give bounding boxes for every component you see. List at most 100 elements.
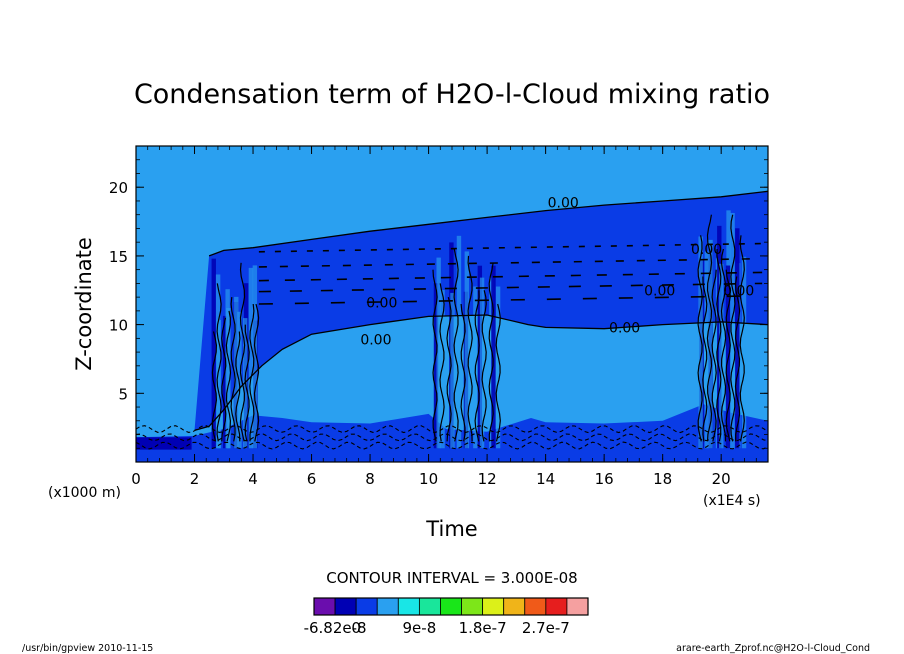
contour-label-2: 0.00 — [644, 283, 675, 299]
column-0-contour-5 — [235, 331, 241, 442]
surface-contour-0 — [136, 425, 768, 434]
column-2-contour-2 — [706, 214, 713, 442]
y-tick-label-3: 20 — [109, 179, 128, 197]
column-2-contour-4 — [716, 248, 722, 442]
x-tick-label-4: 8 — [365, 470, 375, 488]
column-0-contour-9 — [253, 303, 260, 442]
column-0-strip-7 — [234, 296, 239, 449]
column-0-contour-6 — [239, 262, 246, 442]
y-unit-label: (x1000 m) — [48, 485, 121, 501]
column-2-contour-3 — [711, 269, 717, 442]
colorbar-swatch-0 — [313, 597, 336, 616]
column-1-contour-9 — [495, 303, 501, 442]
contour-label-3: 0.00 — [723, 283, 754, 299]
x-tick-label-2: 4 — [248, 470, 258, 488]
column-1-contour-5 — [467, 255, 473, 442]
footer-right: arare-earth_Zprof.nc@H2O-l-Cloud_Cond — [676, 643, 870, 654]
column-1-contour-0 — [432, 269, 438, 442]
contour-label-1: 0.00 — [691, 242, 722, 258]
column-0-strip-0 — [211, 258, 216, 449]
column-1-strip-12 — [491, 265, 496, 449]
contour-label-6: 0.00 — [360, 333, 391, 349]
column-1-strip-9 — [477, 265, 483, 449]
column-0-contour-0 — [211, 331, 218, 442]
column-2-strip-1 — [698, 236, 703, 449]
column-1-contour-6 — [474, 290, 480, 442]
contour-dash-row-0 — [258, 242, 763, 253]
column-0-contour-8 — [249, 303, 255, 442]
column-2-strip-2 — [704, 251, 710, 449]
x-tick-label-9: 18 — [653, 470, 672, 488]
column-1-contour-8 — [488, 262, 494, 442]
column-0-contour-1 — [216, 283, 222, 442]
colorbar-swatch-12 — [566, 597, 589, 616]
contour-dash-row-4 — [258, 294, 763, 305]
column-1-strip-1 — [436, 257, 441, 449]
colorbar-swatch-3 — [376, 597, 399, 616]
column-0-strip-2 — [215, 274, 221, 449]
column-2-strip-7 — [719, 263, 724, 449]
x-tick-label-8: 16 — [595, 470, 614, 488]
column-2-contour-7 — [730, 214, 736, 442]
column-2-contour-9 — [739, 235, 745, 442]
surface-contour-1 — [136, 433, 768, 442]
column-1-contour-3 — [453, 248, 459, 442]
colorbar-swatch-6 — [440, 597, 462, 616]
colorbar-swatch-10 — [524, 597, 547, 616]
column-0-contour-4 — [230, 297, 236, 442]
column-2-contour-5 — [720, 248, 727, 442]
column-1-strip-4 — [450, 292, 455, 449]
column-1-strip-5 — [456, 235, 462, 449]
x-tick-label-0: 0 — [131, 470, 141, 488]
column-2-strip-13 — [741, 256, 747, 449]
column-2-strip-4 — [708, 239, 713, 449]
surface-strong-core — [136, 437, 192, 450]
x-tick-label-1: 2 — [190, 470, 200, 488]
x-axis-label: Time — [425, 517, 477, 541]
column-0-strip-5 — [226, 308, 231, 449]
contour-labels: 0.00 0.00 0.00 0.00 0.00 0.00 0.00 — [360, 195, 754, 348]
column-0-contour-2 — [221, 317, 227, 442]
column-1-strip-7 — [464, 251, 470, 449]
colorbar-swatch-1 — [334, 597, 357, 616]
column-0-strip-11 — [248, 267, 254, 449]
column-2-contour-0 — [697, 235, 703, 442]
colorbar-swatch-5 — [418, 597, 441, 616]
column-2-strip-10 — [730, 212, 735, 449]
chart-title: Condensation term of H2O-l-Cloud mixing … — [134, 79, 770, 110]
column-0-contour-7 — [244, 324, 250, 442]
colorbar-swatch-8 — [482, 597, 505, 616]
colorbar-swatch-9 — [503, 597, 526, 616]
colorbar-swatch-4 — [397, 597, 420, 616]
colorbar-label-2: 9e-8 — [403, 619, 437, 637]
column-2-strip-12 — [735, 228, 740, 449]
column-0-strip-8 — [237, 311, 242, 449]
x-tick-label-5: 10 — [419, 470, 438, 488]
column-0-contour-3 — [225, 310, 232, 442]
y-tick-label-0: 5 — [118, 385, 128, 403]
plot-area: 0.00 0.00 0.00 0.00 0.00 0.00 0.00 0 2 4 6 8 10 12 14… — [109, 145, 769, 488]
colorbar-swatch-2 — [355, 597, 378, 616]
column-1-contour-2 — [446, 296, 452, 442]
colorbar: -6.82e-80 9e-8 1.8e-7 2.7e-7 — [304, 597, 589, 637]
column-0-strip-13 — [252, 265, 258, 449]
colorbar-frame — [313, 597, 589, 616]
x-tick-label-7: 14 — [536, 470, 555, 488]
column-1-contour-4 — [460, 303, 466, 442]
contour-label-0: 0.00 — [548, 195, 579, 211]
column-0-strip-3 — [222, 315, 228, 449]
column-1-strip-10 — [479, 277, 485, 449]
colorbar-label-0: -6.82e-8 — [304, 619, 367, 637]
column-1-strip-13 — [495, 286, 501, 449]
column-1-contour-7 — [481, 290, 487, 442]
column-1-strip-2 — [440, 290, 445, 449]
colorbar-swatch-7 — [461, 597, 484, 616]
column-1-strip-0 — [433, 283, 439, 449]
column-2-contour-6 — [725, 269, 731, 442]
y-tick-label-1: 10 — [109, 317, 128, 335]
contour-label-5: 0.00 — [609, 320, 640, 336]
axes: 0 2 4 6 8 10 12 14 16 18 20 5 10 15 20 — [109, 145, 769, 488]
footer-left: /usr/bin/gpview 2010-11-15 — [22, 643, 153, 654]
colorbar-label-4: 2.7e-7 — [522, 619, 570, 637]
